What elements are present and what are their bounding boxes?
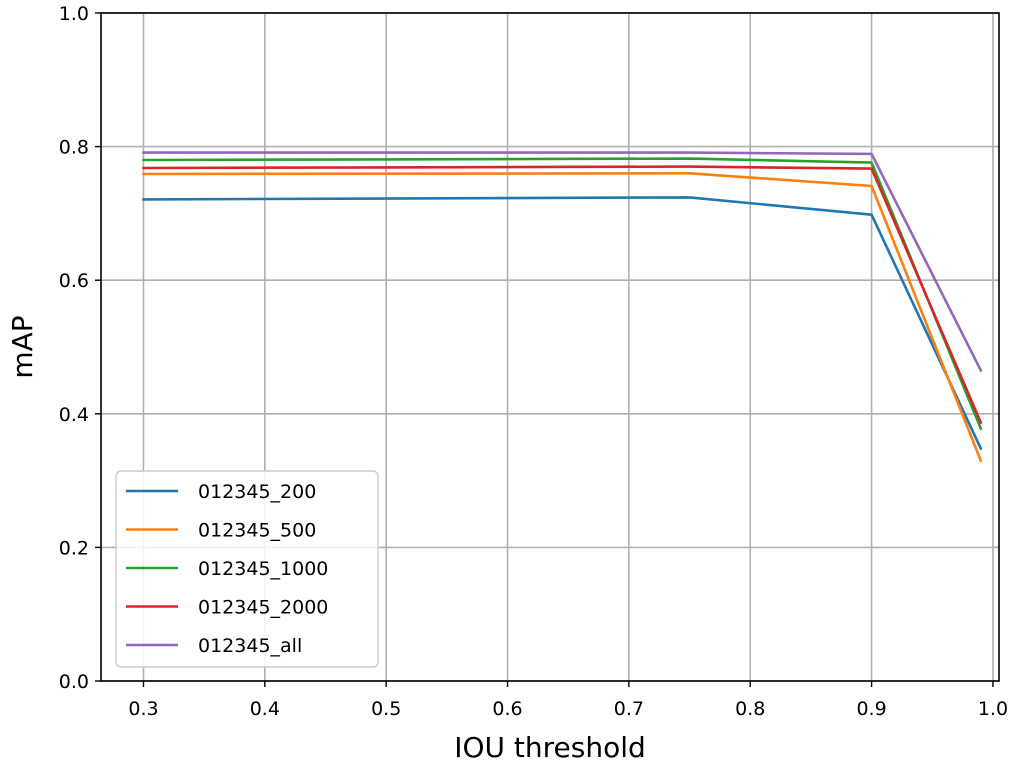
plot-frame <box>100 12 1000 682</box>
y-tick-label: 0.0 <box>59 671 89 693</box>
x-tick-label: 0.3 <box>128 698 158 720</box>
legend-label-012345_all: 012345_all <box>198 635 302 657</box>
y-tick-label: 0.2 <box>59 537 89 559</box>
series-lines <box>142 151 983 463</box>
legend-label-012345_200: 012345_200 <box>198 481 316 503</box>
y-tick-label: 0.8 <box>59 137 89 159</box>
legend-label-012345_1000: 012345_1000 <box>198 558 328 580</box>
x-tick-label: 0.8 <box>735 698 765 720</box>
legend-label-012345_500: 012345_500 <box>198 520 316 542</box>
legend-label-012345_2000: 012345_2000 <box>198 597 328 619</box>
x-tick-label: 0.7 <box>614 698 644 720</box>
series-line-012345_all <box>142 151 983 373</box>
x-tick-label: 1.0 <box>978 698 1008 720</box>
series-line-012345_2000 <box>142 165 983 425</box>
series-line-012345_500 <box>142 172 983 463</box>
axis-ticks: 0.3 0.4 0.5 0.6 0.7 0.8 0.9 1.0 0.0 0.2 0.4 0.6 0.8 1… <box>59 3 1008 720</box>
series-line-012345_200 <box>142 196 983 451</box>
legend: 012345_200 012345_500 012345_1000 012345_20… <box>115 470 379 668</box>
x-axis-label: IOU threshold <box>454 731 646 764</box>
y-axis-label: mAP <box>6 315 39 378</box>
x-tick-label: 0.9 <box>856 698 886 720</box>
legend-box <box>115 470 379 668</box>
x-tick-label: 0.4 <box>250 698 280 720</box>
x-tick-label: 0.6 <box>492 698 522 720</box>
y-tick-label: 0.4 <box>59 404 89 426</box>
y-tick-label: 0.6 <box>59 270 89 292</box>
x-tick-label: 0.5 <box>371 698 401 720</box>
y-tick-label: 1.0 <box>59 3 89 25</box>
